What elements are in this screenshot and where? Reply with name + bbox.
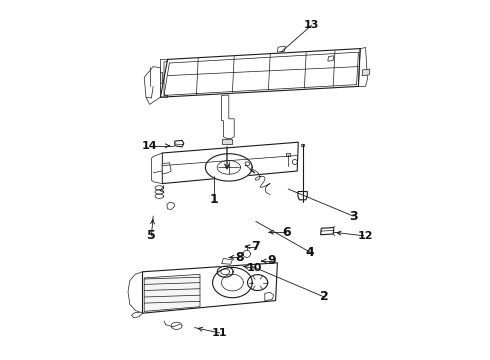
Polygon shape: [247, 275, 268, 291]
Polygon shape: [213, 267, 252, 298]
Polygon shape: [328, 56, 334, 61]
Polygon shape: [151, 153, 162, 184]
Polygon shape: [171, 322, 182, 329]
Polygon shape: [143, 263, 277, 313]
Text: 6: 6: [282, 226, 291, 239]
Text: 7: 7: [251, 240, 260, 253]
Polygon shape: [277, 46, 285, 52]
Text: 1: 1: [210, 193, 219, 206]
Polygon shape: [144, 67, 160, 104]
Text: 13: 13: [304, 20, 319, 30]
Polygon shape: [286, 153, 290, 156]
Text: 4: 4: [305, 246, 314, 258]
Polygon shape: [144, 274, 200, 311]
Text: 9: 9: [268, 255, 276, 267]
Polygon shape: [293, 159, 297, 165]
Text: 10: 10: [246, 263, 262, 273]
Polygon shape: [298, 192, 307, 200]
Text: 12: 12: [358, 231, 373, 241]
Polygon shape: [155, 194, 164, 198]
Text: 3: 3: [349, 210, 357, 222]
Polygon shape: [128, 272, 143, 313]
Text: 5: 5: [147, 229, 156, 242]
Polygon shape: [217, 266, 233, 277]
Polygon shape: [205, 154, 252, 181]
Polygon shape: [221, 258, 232, 264]
Text: 2: 2: [320, 291, 329, 303]
Polygon shape: [320, 228, 334, 235]
Polygon shape: [221, 95, 234, 139]
Polygon shape: [221, 139, 232, 144]
Text: 14: 14: [142, 141, 157, 151]
Polygon shape: [362, 69, 370, 76]
Polygon shape: [162, 142, 298, 184]
Polygon shape: [160, 72, 162, 83]
Polygon shape: [162, 163, 171, 174]
Text: 11: 11: [212, 328, 227, 338]
Polygon shape: [265, 292, 274, 301]
Polygon shape: [160, 59, 168, 97]
Polygon shape: [243, 250, 250, 257]
Polygon shape: [132, 312, 143, 318]
Polygon shape: [167, 202, 175, 210]
Polygon shape: [175, 140, 184, 147]
Polygon shape: [358, 48, 368, 86]
Polygon shape: [155, 190, 164, 194]
Polygon shape: [301, 144, 304, 146]
Text: 8: 8: [235, 251, 244, 264]
Polygon shape: [155, 186, 164, 190]
